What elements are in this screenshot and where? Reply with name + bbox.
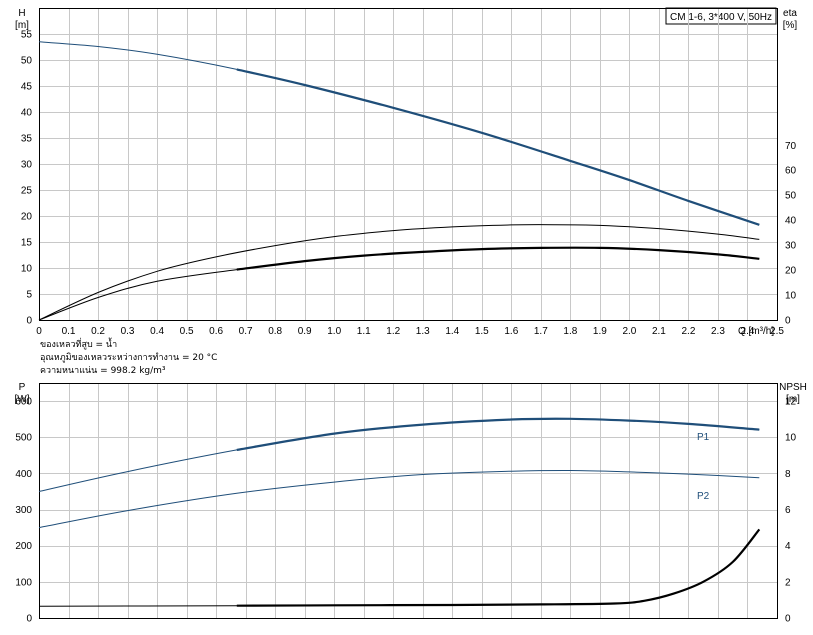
top-y-left-label: H [18, 8, 25, 19]
top-series-0-operating-range [236, 68, 760, 226]
top-series-2-operating-range [236, 246, 760, 271]
x-axis-label: Q [m³/h] [738, 326, 774, 337]
bottom-y-right-tick: 8 [785, 469, 791, 480]
bottom-y-left-tick: 0 [26, 614, 32, 625]
top-y-right-tick: 10 [785, 291, 797, 302]
top-y-left-tick: 0 [26, 316, 32, 327]
x-tick-label: 1.1 [357, 326, 371, 337]
bottom-y-right-tick: 4 [785, 541, 791, 552]
series-label-p2: P2 [697, 491, 710, 502]
x-tick-label: 0.9 [298, 326, 312, 337]
top-y-right-tick: 0 [785, 316, 791, 327]
top-y-left-tick: 50 [21, 56, 33, 67]
top-y-left-tick: 55 [21, 30, 33, 41]
bottom-y-right-tick: 10 [785, 433, 797, 444]
bottom-plot-frame [39, 383, 778, 619]
top-y-right-tick: 60 [785, 166, 797, 177]
top-y-right-label: eta [783, 8, 797, 19]
x-tick-label: 1.6 [504, 326, 518, 337]
bottom-y-left-tick: 600 [15, 397, 32, 408]
x-tick-label: 1.3 [416, 326, 430, 337]
x-tick-label: 2.2 [681, 326, 695, 337]
x-tick-label: 0.7 [239, 326, 253, 337]
top-y-right-tick: 50 [785, 191, 797, 202]
bottom-y-left-tick: 100 [15, 577, 32, 588]
x-tick-label: 0 [36, 326, 42, 337]
x-tick-label: 2.3 [711, 326, 725, 337]
x-tick-label: 2.0 [622, 326, 636, 337]
top-plot-frame [39, 8, 778, 321]
bottom-series-1-line [38, 469, 760, 529]
x-tick-label: 1.4 [445, 326, 459, 337]
bottom-series-2-operating-range [236, 528, 761, 607]
x-tick-label: 0.4 [150, 326, 164, 337]
note-density: ความหนาแน่น = 998.2 kg/m³ [40, 366, 166, 376]
top-y-left-unit: [m] [15, 20, 29, 31]
top-series-1-line [38, 224, 760, 321]
top-y-left-tick: 45 [21, 82, 33, 93]
bottom-series-0-line [38, 418, 760, 492]
x-tick-label: 1.8 [563, 326, 577, 337]
bottom-y-right-tick: 0 [785, 614, 791, 625]
top-y-right-tick: 30 [785, 241, 797, 252]
top-y-left-tick: 25 [21, 186, 33, 197]
top-y-left-tick: 10 [21, 264, 33, 275]
x-tick-label: 0.2 [91, 326, 105, 337]
bottom-y-left-tick: 300 [15, 505, 32, 516]
top-y-right-unit: [%] [783, 20, 798, 31]
bottom-y-left-unit: [W] [15, 394, 30, 405]
x-tick-label: 0.8 [268, 326, 282, 337]
bottom-y-right-tick: 6 [785, 505, 791, 516]
top-series-0-line [38, 41, 760, 226]
x-tick-label: 1.7 [534, 326, 548, 337]
bottom-series-0-operating-range [236, 417, 760, 451]
x-tick-label: 0.6 [209, 326, 223, 337]
bottom-y-left-tick: 500 [15, 433, 32, 444]
top-y-left-tick: 35 [21, 134, 33, 145]
top-y-left-tick: 5 [26, 290, 32, 301]
top-y-right-tick: 70 [785, 141, 797, 152]
top-y-left-tick: 20 [21, 212, 33, 223]
bottom-series-2-line [38, 529, 760, 607]
bottom-y-right-tick: 2 [785, 577, 791, 588]
top-y-right-tick: 40 [785, 216, 797, 227]
bottom-y-right-tick: 12 [785, 397, 797, 408]
note-temperature: อุณหภูมิของเหลวระหว่างการทำงาน = 20 °C [40, 352, 217, 363]
x-tick-label: 2.4 [741, 326, 755, 337]
bottom-y-right-unit: [m] [786, 394, 800, 405]
note-liquid: ของเหลวที่สูบ = น้ำ [40, 337, 117, 350]
x-tick-label: 0.3 [121, 326, 135, 337]
x-tick-label: 2.1 [652, 326, 666, 337]
x-tick-label: 2.5 [770, 326, 784, 337]
bottom-y-left-tick: 400 [15, 469, 32, 480]
x-tick-label: 1.0 [327, 326, 341, 337]
x-tick-label: 0.1 [62, 326, 76, 337]
x-tick-label: 1.5 [475, 326, 489, 337]
top-y-left-tick: 40 [21, 108, 33, 119]
bottom-y-right-label: NPSH [779, 382, 807, 393]
series-label-p1: P1 [697, 432, 710, 443]
x-tick-label: 1.9 [593, 326, 607, 337]
bottom-y-left-tick: 200 [15, 541, 32, 552]
top-series-2-line [38, 247, 760, 321]
x-tick-label: 1.2 [386, 326, 400, 337]
bottom-y-left-label: P [19, 382, 26, 393]
top-panel: 0 5 10 15 20 25 30 35 40 45 50 55 0 10 20 30 40 50 60 70 0 0.… [21, 8, 797, 337]
chart-title: CM 1-6, 3*400 V, 50Hz [670, 12, 772, 23]
top-y-right-tick: 20 [785, 266, 797, 277]
bottom-panel: 0 100 200 300 400 500 600 0 2 4 6 8 10 12 [15, 383, 797, 625]
top-y-left-tick: 15 [21, 238, 33, 249]
x-tick-label: 0.5 [180, 326, 194, 337]
top-y-left-tick: 30 [21, 160, 33, 171]
